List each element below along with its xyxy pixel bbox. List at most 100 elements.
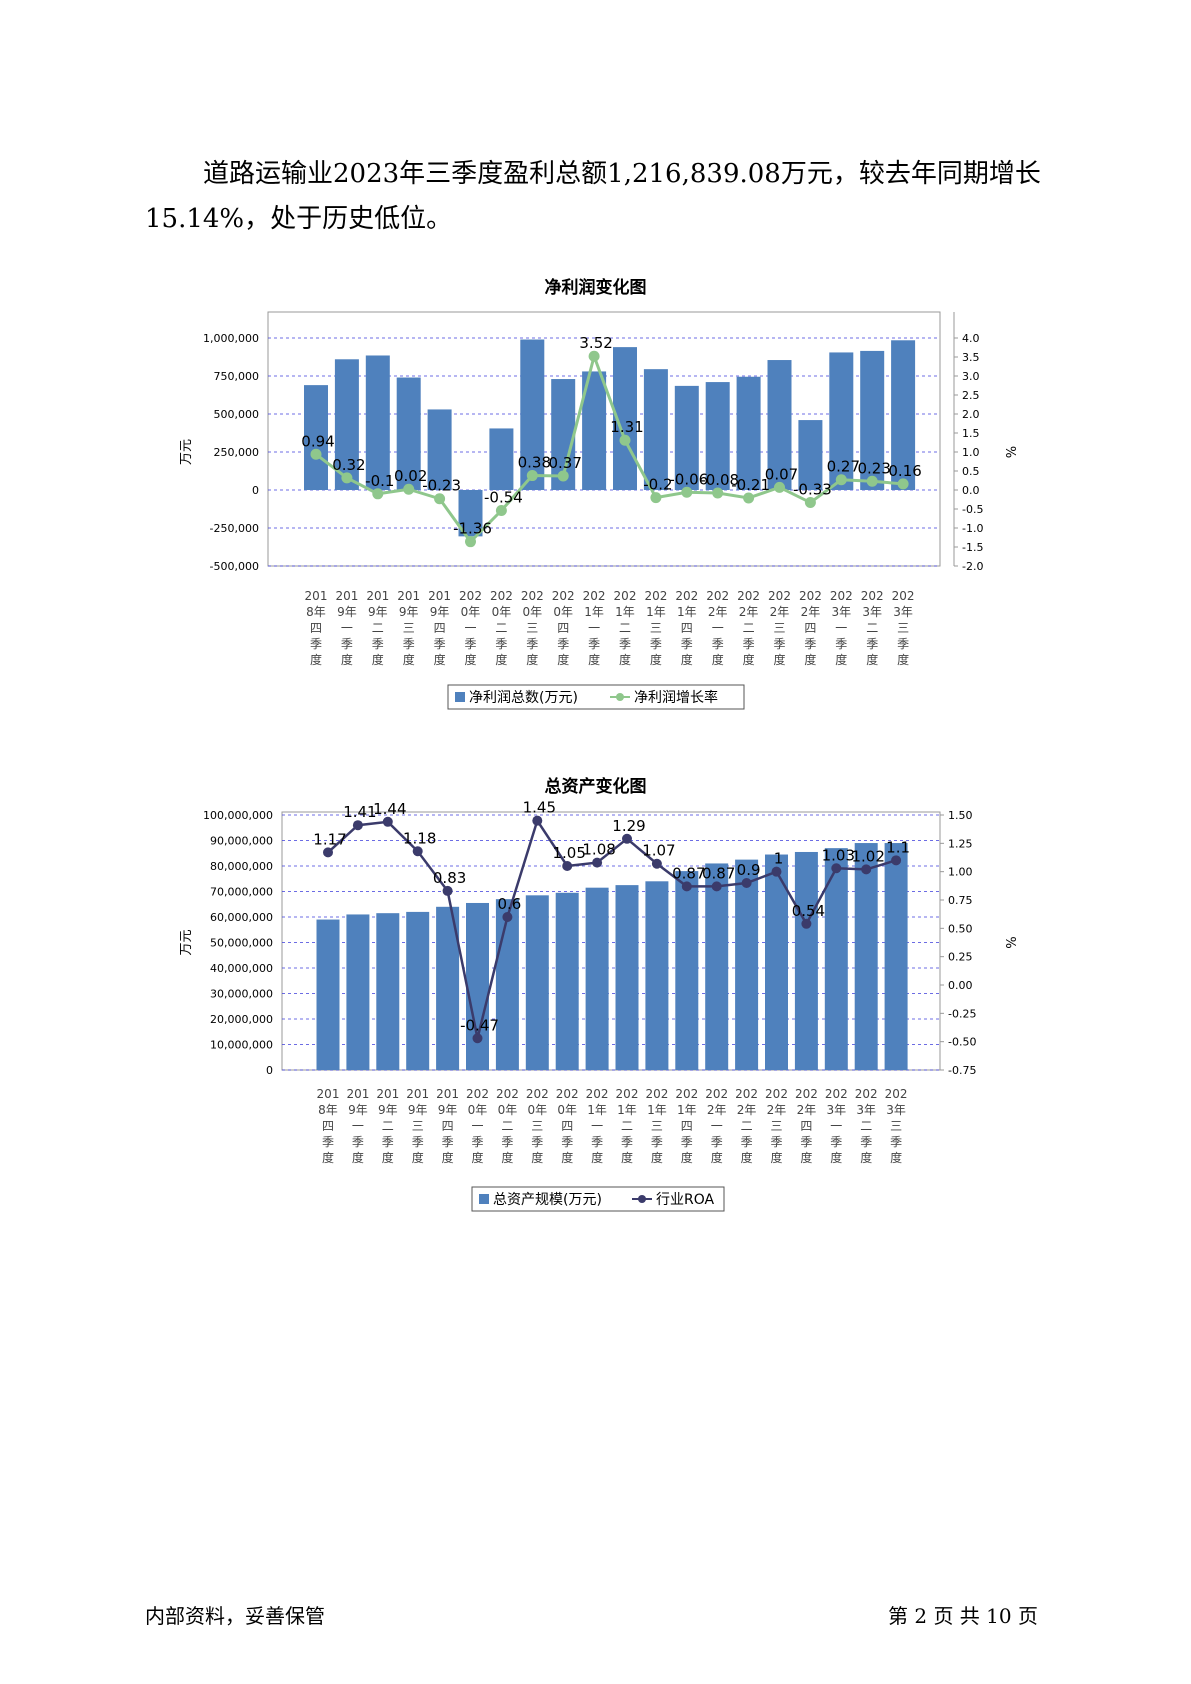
bar (406, 911, 430, 1070)
data-label: 0.38 (518, 454, 551, 472)
y2-tick-label: 0.75 (948, 894, 973, 907)
line-point (502, 912, 513, 922)
legend-label-line: 行业ROA (656, 1192, 715, 1208)
bar (643, 369, 668, 490)
bar (767, 360, 792, 490)
data-label: 0.54 (792, 902, 825, 920)
x-tick-label: 201 8年四季度 (317, 1087, 340, 1165)
y2-tick-label: -1.5 (962, 541, 983, 554)
bar (436, 906, 460, 1070)
y-tick-label: -250,000 (210, 522, 259, 535)
line-point (310, 448, 322, 460)
data-label: 1.02 (851, 847, 884, 865)
y2-tick-label: 4.0 (962, 332, 980, 345)
x-tick-label: 201 9年三季度 (397, 589, 420, 667)
data-label: 1.31 (610, 418, 643, 436)
legend-label-bars: 净利润总数(万元) (469, 690, 578, 706)
legend-swatch-bars (455, 692, 465, 702)
y-tick-label: -500,000 (210, 560, 259, 573)
x-tick-label: 202 3年二季度 (861, 589, 884, 667)
x-tick-label: 201 9年三季度 (406, 1087, 429, 1165)
footer-right: 第 2 页 共 10 页 (888, 1604, 1038, 1628)
legend-swatch-dot (638, 1195, 646, 1203)
line-point (382, 816, 393, 827)
x-tick-label: 202 1年一季度 (583, 589, 606, 667)
data-label: -0.08 (700, 471, 739, 489)
bar (396, 377, 421, 490)
line-point (412, 846, 423, 857)
line-point (592, 857, 603, 868)
data-label: 0.83 (433, 869, 466, 887)
legend-swatch-bars (479, 1194, 489, 1204)
x-tick-label: 201 9年一季度 (335, 589, 358, 667)
legend-swatch-dot (616, 693, 624, 701)
x-tick-label: 202 3年三季度 (892, 589, 915, 667)
data-label: 1.41 (343, 803, 376, 821)
data-label: 1.44 (373, 800, 406, 818)
data-label: 1.03 (822, 846, 855, 864)
bar (316, 919, 340, 1070)
x-tick-label: 202 2年二季度 (737, 589, 760, 667)
bar (798, 420, 823, 490)
y-tick-label: 60,000,000 (210, 911, 273, 924)
data-label: 3.52 (579, 334, 612, 352)
data-label: -0.23 (422, 477, 461, 495)
y2-tick-label: 1.5 (962, 427, 980, 440)
line-point (619, 434, 631, 446)
line-point (866, 475, 878, 487)
y2-tick-label: 3.0 (962, 370, 980, 383)
line-series (327, 817, 897, 1039)
x-tick-label: 202 0年三季度 (526, 1087, 549, 1165)
line-point (526, 470, 538, 482)
y2-tick-label: 0.00 (948, 979, 973, 992)
data-label: 1.29 (612, 817, 645, 835)
x-tick-label: 202 3年二季度 (855, 1087, 878, 1165)
data-label: 1.45 (523, 800, 556, 817)
bar (824, 848, 848, 1070)
y-tick-label: 750,000 (214, 370, 260, 383)
line-point (434, 493, 446, 505)
bar (525, 895, 549, 1070)
bar (615, 885, 639, 1070)
data-label: 0.87 (702, 864, 735, 882)
data-label: 0.16 (888, 462, 921, 480)
y-tick-label: 1,000,000 (203, 332, 259, 345)
line-point (711, 881, 722, 892)
bar (466, 902, 489, 1070)
x-tick-label: 202 2年一季度 (705, 1087, 728, 1165)
bar (585, 887, 609, 1070)
x-tick-label: 202 1年二季度 (614, 589, 637, 667)
data-label: 1.08 (582, 841, 615, 859)
line-point (891, 855, 902, 866)
line-point (897, 478, 909, 490)
line-point (861, 864, 872, 875)
x-tick-label: 202 0年一季度 (459, 589, 482, 667)
y-tick-label: 20,000,000 (210, 1013, 273, 1026)
line-point (352, 820, 363, 831)
y-tick-label: 0 (266, 1064, 273, 1077)
x-tick-label: 202 0年四季度 (552, 589, 575, 667)
line-point (562, 861, 573, 871)
data-label: 0.02 (394, 467, 427, 485)
line-point (403, 483, 415, 495)
bar (675, 871, 699, 1070)
line-point (341, 472, 353, 484)
line-point (651, 858, 662, 869)
x-tick-label: 202 3年一季度 (825, 1087, 848, 1165)
y2-tick-label: -0.50 (948, 1036, 976, 1049)
y2-tick-label: -0.75 (948, 1064, 976, 1077)
line-point (741, 878, 752, 888)
x-tick-label: 202 1年二季度 (616, 1087, 639, 1165)
footer-left: 内部资料，妥善保管 (145, 1604, 325, 1628)
bar (765, 854, 788, 1070)
bar (427, 409, 452, 490)
line-point (650, 492, 662, 504)
bar (674, 385, 699, 490)
data-label: -0.33 (793, 481, 832, 499)
bar (891, 340, 916, 490)
data-label: 0.37 (548, 454, 581, 472)
bar (645, 881, 669, 1070)
line-point (557, 470, 569, 482)
y-tick-label: 80,000,000 (210, 860, 273, 873)
data-label: -0.1 (365, 472, 394, 490)
